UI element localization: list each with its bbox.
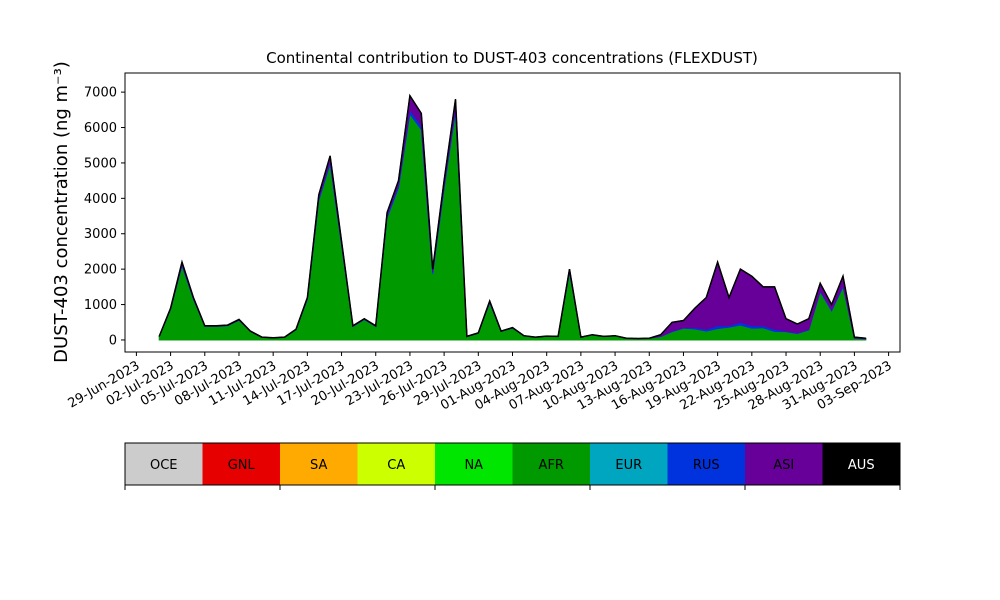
legend-label: CA: [387, 458, 405, 473]
legend-swatch: [280, 443, 358, 485]
legend-swatch: [745, 443, 823, 485]
legend-swatch: [435, 443, 513, 485]
legend-swatch: [202, 443, 280, 485]
y-axis-label: DUST-403 concentration (ng m⁻³): [51, 61, 72, 363]
colorbar-ticks: [124, 485, 901, 490]
area: [158, 94, 867, 340]
legend-label: RUS: [693, 458, 720, 473]
legend-label: ASI: [773, 458, 794, 473]
chart-title: Continental contribution to DUST-403 con…: [266, 49, 758, 67]
legend-swatch: [125, 443, 203, 485]
legend-label: GNL: [228, 458, 256, 473]
legend-frame: [124, 442, 901, 486]
legend-label: OCE: [150, 458, 178, 473]
y-tick-label: 0: [109, 333, 117, 348]
y-tick-label: 5000: [84, 156, 117, 171]
y-tick-label: 6000: [84, 121, 117, 136]
y-tick-label: 1000: [84, 298, 117, 313]
legend-label: AFR: [539, 458, 564, 473]
top-outline: [158, 93, 866, 340]
legend-label: AUS: [848, 458, 875, 473]
plot-frame: [124, 72, 901, 353]
legend-label: SA: [310, 458, 327, 473]
y-tick-label: 2000: [84, 263, 117, 278]
legend-swatch: [590, 443, 668, 485]
y-tick-label: 3000: [84, 227, 117, 242]
y-tick-label: 4000: [84, 192, 117, 207]
legend-swatch: [667, 443, 745, 485]
y-tick-label: 7000: [84, 86, 117, 101]
legend-swatch: [357, 443, 435, 485]
legend-label: NA: [464, 458, 483, 473]
legend-swatch: [512, 443, 590, 485]
legend-swatch: [822, 443, 900, 485]
legend-label: EUR: [615, 458, 642, 473]
